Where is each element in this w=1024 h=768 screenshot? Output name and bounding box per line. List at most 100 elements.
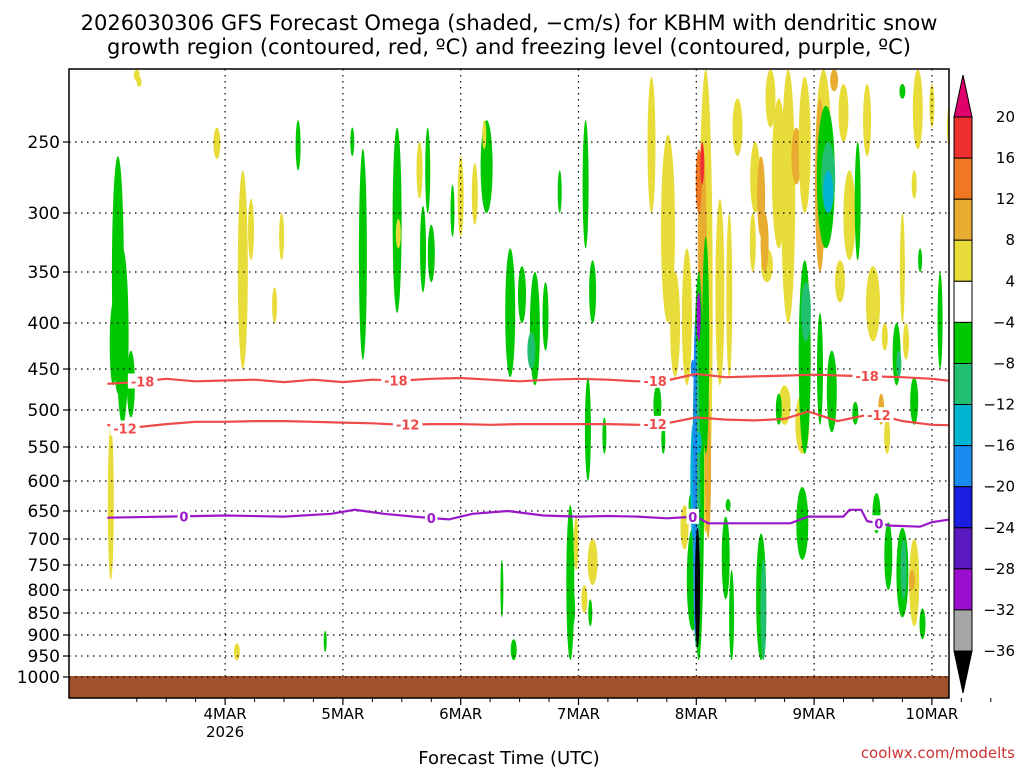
colorbar: 20 16 12 8 4 −4 −8 −12 −16 −20 −24 −28 −32 −36 [953, 74, 1015, 694]
x-tick-label: 7MAR [557, 705, 600, 723]
omega-blob [899, 84, 906, 99]
omega-blob [681, 248, 692, 386]
contour-minus18-label-bg [381, 372, 411, 388]
colorbar-top-arrow [953, 74, 973, 118]
omega-blob [542, 282, 549, 351]
omega-blob [760, 213, 769, 272]
omega-blob [918, 248, 923, 272]
omega-blob [582, 120, 589, 249]
omega-blob [248, 198, 254, 261]
omega-blob [884, 522, 893, 590]
chart-title-line1: 2026030306 GFS Forecast Omega (shaded, −… [81, 11, 938, 35]
omega-blob [573, 516, 579, 570]
contour-minus18-line [107, 372, 949, 385]
plot-area: -18 -18 -18 -18 -12 -12 -12 -12 0 0 0 0 [69, 69, 1016, 698]
omega-blob [715, 198, 725, 386]
y-tick-label: 750 [28, 556, 60, 576]
omega-blob [588, 599, 593, 627]
y-tick-label: 350 [28, 263, 60, 283]
omega-blob [581, 585, 588, 613]
contour-minus18-label: -18 [384, 374, 408, 389]
omega-blob [973, 84, 981, 185]
omega-blob [1001, 70, 1009, 85]
omega-blob [392, 127, 402, 313]
colorbar-label: 4 [1005, 272, 1015, 290]
x-tick-label: 4MAR [204, 705, 247, 723]
contour-minus18-label-bg [852, 368, 882, 384]
y-tick-label: 250 [28, 133, 60, 153]
contour-minus18-label: -18 [131, 376, 155, 391]
contour-minus18-label: -18 [855, 370, 879, 385]
colorbar-label: 16 [996, 149, 1015, 167]
y-tick-label: 950 [28, 647, 60, 667]
y-tick-label: 1000 [17, 668, 60, 688]
y-axis: 2503003504004505005506006507007508008509… [17, 133, 69, 688]
contour-minus18-label: -18 [643, 375, 667, 390]
omega-blob [107, 424, 114, 580]
omega-blob [116, 248, 129, 425]
omega-blob [450, 184, 455, 237]
freezing-level-label-bg [177, 508, 191, 524]
y-tick-label: 400 [28, 314, 60, 334]
omega-blob [1006, 70, 1016, 143]
omega-blob [778, 385, 791, 425]
omega-blob [661, 134, 675, 323]
omega-blob [695, 149, 702, 214]
omega-blob [798, 76, 811, 214]
colorbar-label: −32 [983, 601, 1015, 619]
omega-blob [760, 559, 767, 661]
omega-blob [843, 170, 856, 261]
omega-blob [993, 248, 1001, 302]
omega-shading [107, 69, 1016, 661]
omega-blob [420, 205, 426, 293]
omega-blob [696, 292, 701, 342]
omega-blob [587, 539, 598, 585]
freezing-level-label-bg [872, 515, 886, 531]
x-tick-label: 5MAR [321, 705, 364, 723]
freezing-level-label: 0 [688, 511, 697, 526]
colorbar-swatch [953, 198, 973, 241]
contour-minus12-label-bg [110, 420, 140, 436]
y-tick-label: 500 [28, 401, 60, 421]
contour-minus12-label: -12 [643, 418, 667, 433]
omega-blob [775, 393, 782, 425]
omega-blob [233, 643, 240, 661]
colorbar-swatch [953, 116, 973, 159]
omega-blob [279, 213, 285, 261]
contour-minus12-label: -12 [396, 419, 420, 434]
omega-blob [700, 142, 705, 185]
omega-blob [911, 170, 917, 199]
omega-blob [566, 504, 575, 661]
omega-blob [854, 142, 861, 261]
y-tick-label: 650 [28, 502, 60, 522]
credit-link[interactable]: coolwx.com/modelts [861, 744, 1015, 762]
omega-blob [109, 302, 117, 386]
y-tick-label: 900 [28, 626, 60, 646]
omega-blob [899, 213, 905, 323]
contour-minus12-label-bg [392, 416, 423, 432]
omega-blob [919, 608, 926, 640]
x-tick-sublabel: 2026 [206, 723, 244, 741]
contour-minus18-label-bg [640, 372, 670, 388]
omega-blob [589, 260, 597, 323]
omega-blob [726, 213, 733, 378]
omega-blob [884, 417, 891, 454]
gridlines [69, 69, 949, 678]
omega-blob [690, 359, 695, 378]
x-tick-label: 6MAR [439, 705, 482, 723]
colorbar-label: 8 [1005, 231, 1015, 249]
x-tick-label: 8MAR [675, 705, 718, 723]
colorbar-swatch [953, 321, 973, 364]
colorbar-swatch [953, 239, 973, 282]
contour-minus12-label: -12 [867, 409, 891, 424]
contour-minus18-label-bg [127, 373, 158, 389]
y-tick-label: 450 [28, 360, 60, 380]
colorbar-swatch [953, 445, 973, 488]
x-tick-label: 9MAR [793, 705, 836, 723]
omega-blob [826, 350, 837, 433]
omega-blob [863, 84, 872, 157]
omega-blob [505, 248, 516, 378]
omega-blob [500, 559, 504, 618]
omega-blob [823, 170, 834, 213]
omega-blob [937, 272, 943, 369]
